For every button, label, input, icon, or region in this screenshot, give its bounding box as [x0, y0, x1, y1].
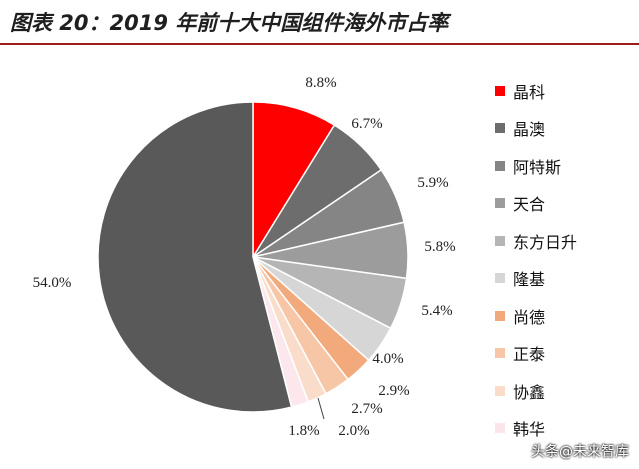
title-divider [0, 43, 639, 45]
leader-line [317, 397, 325, 420]
legend-item-协鑫: 协鑫 [495, 372, 635, 410]
legend-label: 晶科 [513, 82, 546, 102]
slice-label-天合: 5.8% [424, 239, 455, 255]
legend: 晶科晶澳阿特斯天合东方日升隆基尚德正泰协鑫韩华 [495, 72, 635, 447]
pie-slice-晶科 [252, 101, 336, 260]
legend-label: 韩华 [513, 420, 546, 440]
slice-label-尚德: 2.9% [378, 383, 409, 399]
legend-item-阿特斯: 阿特斯 [495, 147, 635, 185]
legend-label: 阿特斯 [513, 157, 562, 177]
legend-item-正泰: 正泰 [495, 335, 635, 373]
legend-swatch [495, 423, 505, 434]
pie-slices [97, 101, 409, 413]
slice-label-other: 54.0% [33, 275, 72, 291]
slice-label-协鑫: 2.0% [338, 423, 369, 439]
legend-swatch [495, 160, 505, 171]
legend-swatch [495, 348, 505, 359]
legend-swatch [495, 385, 505, 396]
legend-item-东方日升: 东方日升 [495, 222, 635, 260]
watermark-text: 头条@未来智库 [531, 444, 629, 460]
slice-label-东方日升: 5.4% [421, 303, 452, 319]
slice-label-晶科: 8.8% [305, 75, 336, 91]
legend-item-天合: 天合 [495, 185, 635, 223]
legend-swatch [495, 273, 505, 284]
legend-label: 晶澳 [513, 120, 546, 140]
legend-swatch [495, 235, 505, 246]
slice-label-晶澳: 6.7% [351, 116, 382, 132]
slice-label-隆基: 4.0% [372, 351, 403, 367]
legend-item-晶科: 晶科 [495, 72, 635, 110]
slice-label-正泰: 2.7% [351, 401, 382, 417]
legend-item-尚德: 尚德 [495, 297, 635, 335]
legend-label: 隆基 [513, 270, 546, 290]
legend-label: 正泰 [513, 345, 546, 365]
legend-label: 尚德 [513, 307, 546, 327]
pie-slice-other [97, 101, 293, 413]
pie-labels: 8.8% 6.7% 5.9% 5.8% 5.4% 4.0% 2.9% 2.7% 2.0% 1.8%… [33, 75, 456, 439]
legend-label: 天合 [513, 195, 546, 215]
pie-chart: 8.8% 6.7% 5.9% 5.8% 5.4% 4.0% 2.9% 2.7% 2.0% 1.8%… [33, 75, 456, 439]
slice-label-韩华: 1.8% [288, 423, 319, 439]
legend-swatch [495, 123, 505, 134]
legend-label: 东方日升 [513, 232, 578, 252]
legend-item-韩华: 韩华 [495, 410, 635, 448]
legend-label: 协鑫 [513, 382, 546, 402]
legend-item-晶澳: 晶澳 [495, 110, 635, 148]
legend-swatch [495, 85, 505, 96]
slice-label-阿特斯: 5.9% [417, 175, 448, 191]
legend-item-隆基: 隆基 [495, 260, 635, 298]
legend-swatch [495, 310, 505, 321]
legend-swatch [495, 198, 505, 209]
chart-title: 图表 20：2019 年前十大中国组件海外市占率 [10, 11, 449, 35]
